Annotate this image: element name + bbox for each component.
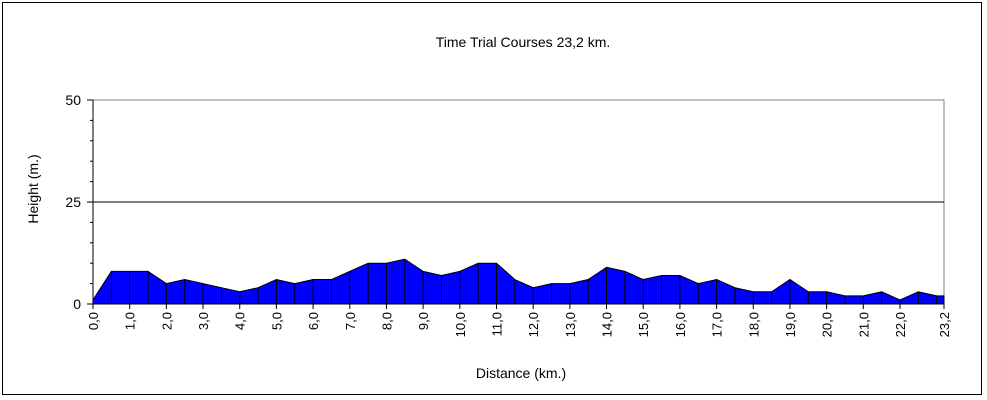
chart-frame	[2, 2, 982, 395]
x-tick-label: 15,0	[636, 312, 651, 337]
x-tick-label: 12,0	[526, 312, 541, 337]
x-tick-label: 16,0	[673, 312, 688, 337]
x-tick-label: 2,0	[159, 312, 174, 330]
y-axis-label: Height (m.)	[25, 154, 41, 223]
x-axis-ticks: 0,0 1,0 2,0 3,0 4,0 5,0 6,0 7,0 8,0 9,0 10,0 11,0 12…	[86, 304, 952, 337]
chart-title: Time Trial Courses 23,2 km.	[436, 34, 611, 50]
x-tick-label: 13,0	[563, 312, 578, 337]
x-tick-label: 20,0	[820, 312, 835, 337]
y-tick-label: 0	[73, 296, 81, 312]
y-tick-label: 50	[65, 92, 81, 108]
x-tick-label: 9,0	[416, 312, 431, 330]
x-tick-label: 3,0	[196, 312, 211, 330]
drop-lines	[92, 259, 945, 304]
x-tick-label: 17,0	[710, 312, 725, 337]
y-axis-ticks: 0 25 50	[65, 92, 93, 312]
x-axis-label: Distance (km.)	[476, 365, 566, 381]
x-tick-label: 1,0	[123, 312, 138, 330]
x-tick-label: 14,0	[600, 312, 615, 337]
x-tick-label: 21,0	[856, 312, 871, 337]
x-tick-label: 11,0	[489, 312, 504, 336]
x-tick-label: 22,0	[893, 312, 908, 337]
x-tick-label: 6,0	[306, 312, 321, 330]
x-tick-label: 8,0	[379, 312, 394, 330]
x-tick-label: 23,2	[937, 312, 952, 337]
x-tick-label: 10,0	[453, 312, 468, 337]
y-tick-label: 25	[65, 194, 81, 210]
x-tick-label: 0,0	[86, 312, 101, 330]
x-tick-label: 4,0	[233, 312, 248, 330]
x-tick-label: 18,0	[746, 312, 761, 337]
x-tick-label: 5,0	[269, 312, 284, 330]
x-tick-label: 7,0	[343, 312, 358, 330]
x-tick-label: 19,0	[783, 312, 798, 337]
